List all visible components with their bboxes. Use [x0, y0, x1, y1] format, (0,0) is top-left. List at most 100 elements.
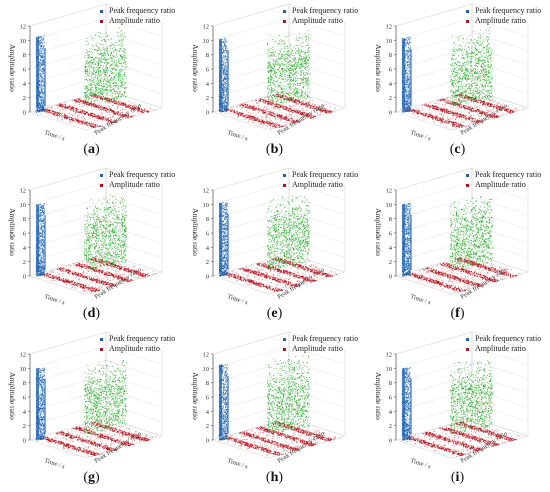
chart-panel: 0 2 4 6 8 10 12 Amplitude ratio Time / s Peak fre…: [183, 328, 366, 492]
y-axis-label: Amplitude ratio: [8, 208, 17, 256]
series-floor-scatter: [37, 257, 157, 294]
y-tick-label: 0: [206, 274, 209, 281]
legend-label: Amplitude ratio: [109, 180, 160, 190]
series-floor-scatter: [35, 420, 156, 458]
legend-marker-icon: [100, 183, 103, 187]
legend-entry: Peak frequency ratio: [100, 334, 175, 344]
legend-marker-icon: [283, 183, 286, 187]
chart-panel: 0 2 4 6 8 10 12 Amplitude ratio Time / s Peak fre…: [0, 0, 183, 164]
y-tick-label: 0: [23, 274, 26, 281]
chart-legend: Peak frequency ratio Amplitude ratio: [466, 6, 541, 26]
legend-label: Amplitude ratio: [292, 16, 343, 26]
chart-legend: Peak frequency ratio Amplitude ratio: [100, 334, 175, 354]
series-peak-frequency-ratio: [218, 202, 229, 277]
chart-legend: Peak frequency ratio Amplitude ratio: [283, 334, 358, 354]
y-axis-label: Amplitude ratio: [374, 208, 383, 256]
legend-label: Amplitude ratio: [109, 344, 160, 354]
legend-entry: Peak frequency ratio: [100, 6, 175, 16]
y-tick-label: 2: [206, 423, 209, 430]
panel-label: (c): [366, 142, 549, 158]
legend-marker-icon: [283, 347, 286, 351]
y-tick-label: 8: [389, 380, 392, 387]
y-axis-label: Amplitude ratio: [191, 372, 200, 420]
y-tick-label: 4: [23, 81, 27, 88]
chart-legend: Peak frequency ratio Amplitude ratio: [100, 6, 175, 26]
legend-entry: Peak frequency ratio: [466, 6, 541, 16]
legend-label: Amplitude ratio: [475, 180, 526, 190]
y-tick-label: 0: [389, 274, 392, 281]
y-tick-label: 2: [23, 259, 26, 266]
y-axis-label: Amplitude ratio: [8, 372, 17, 420]
legend-entry: Amplitude ratio: [100, 16, 175, 26]
chart-panel: 0 2 4 6 8 10 12 Amplitude ratio Time / s Peak fre…: [366, 164, 549, 328]
legend-label: Amplitude ratio: [109, 16, 160, 26]
y-tick-label: 6: [23, 395, 27, 402]
chart-legend: Peak frequency ratio Amplitude ratio: [466, 334, 541, 354]
legend-marker-icon: [466, 337, 469, 341]
legend-entry: Amplitude ratio: [283, 180, 358, 190]
y-tick-label: 8: [206, 52, 209, 59]
series-floor-scatter: [35, 91, 156, 129]
chart-panel: 0 2 4 6 8 10 12 Amplitude ratio Time / s Peak fre…: [183, 164, 366, 328]
y-tick-label: 4: [206, 245, 210, 252]
y-tick-label: 8: [206, 216, 209, 223]
legend-marker-icon: [283, 337, 286, 341]
y-tick-label: 10: [386, 202, 393, 209]
y-tick-label: 6: [206, 395, 210, 402]
x-axis-label: Time / s: [226, 129, 249, 142]
y-tick-label: 12: [386, 24, 393, 31]
legend-label: Peak frequency ratio: [292, 334, 358, 344]
y-tick-label: 2: [23, 95, 26, 102]
chart-legend: Peak frequency ratio Amplitude ratio: [466, 170, 541, 190]
y-tick-label: 10: [20, 202, 27, 209]
y-tick-label: 10: [203, 366, 210, 373]
y-tick-label: 2: [206, 95, 209, 102]
series-amplitude-ratio: [84, 359, 127, 435]
legend-marker-icon: [466, 173, 469, 177]
legend-label: Peak frequency ratio: [475, 334, 541, 344]
legend-marker-icon: [283, 173, 286, 177]
y-tick-label: 8: [389, 216, 392, 223]
panel-label: (a): [0, 142, 183, 158]
y-tick-label: 10: [386, 38, 393, 45]
legend-marker-icon: [466, 9, 469, 13]
y-tick-label: 2: [389, 95, 392, 102]
y-tick-label: 12: [386, 352, 393, 359]
legend-label: Peak frequency ratio: [109, 170, 175, 180]
legend-entry: Amplitude ratio: [283, 16, 358, 26]
panel-label: (f): [366, 306, 549, 322]
y-tick-label: 8: [206, 380, 209, 387]
series-peak-frequency-ratio: [218, 38, 229, 113]
legend-marker-icon: [466, 19, 469, 23]
y-tick-label: 12: [203, 352, 210, 359]
chart-panel: 0 2 4 6 8 10 12 Amplitude ratio Time / s Peak fre…: [0, 328, 183, 492]
legend-entry: Amplitude ratio: [466, 180, 541, 190]
x-axis-label: Time / s: [409, 293, 432, 306]
y-tick-label: 6: [389, 67, 393, 74]
legend-marker-icon: [100, 337, 103, 341]
y-tick-label: 2: [23, 423, 26, 430]
legend-marker-icon: [100, 9, 103, 13]
legend-entry: Peak frequency ratio: [283, 6, 358, 16]
y-tick-label: 0: [23, 110, 26, 117]
series-amplitude-ratio: [450, 360, 493, 435]
y-axis-label: Amplitude ratio: [191, 208, 200, 256]
legend-entry: Peak frequency ratio: [283, 170, 358, 180]
legend-label: Peak frequency ratio: [109, 334, 175, 344]
y-tick-label: 10: [203, 202, 210, 209]
y-tick-label: 8: [23, 380, 26, 387]
y-tick-label: 12: [386, 188, 393, 195]
y-tick-label: 12: [20, 188, 27, 195]
y-tick-label: 12: [20, 352, 27, 359]
y-tick-label: 8: [389, 52, 392, 59]
y-tick-label: 12: [203, 188, 210, 195]
y-tick-label: 2: [389, 259, 392, 266]
panel-label: (d): [0, 306, 183, 322]
series-amplitude-ratio: [450, 27, 493, 106]
